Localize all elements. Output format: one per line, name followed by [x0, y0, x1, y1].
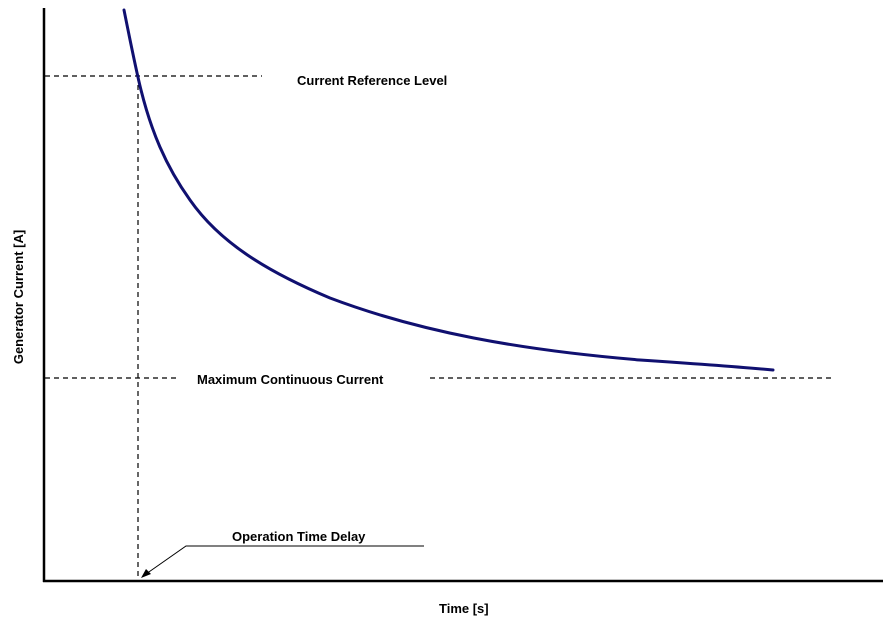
- y-axis-label: Generator Current [A]: [11, 230, 26, 364]
- current-reference-level-label: Current Reference Level: [297, 73, 447, 88]
- operation-time-delay-arrowhead: [141, 569, 151, 578]
- maximum-continuous-current-label: Maximum Continuous Current: [197, 372, 384, 387]
- operation-time-delay-leader: [145, 545, 424, 575]
- operation-time-delay-label: Operation Time Delay: [232, 529, 366, 544]
- x-axis-label: Time [s]: [439, 601, 489, 616]
- inverse-time-curve: [122, 8, 775, 372]
